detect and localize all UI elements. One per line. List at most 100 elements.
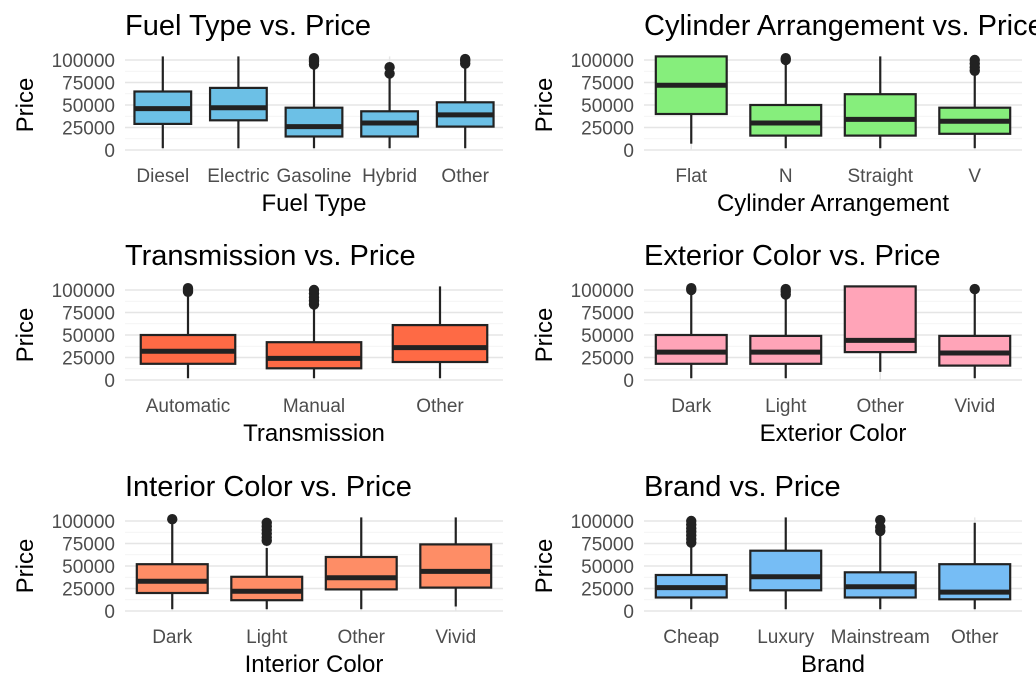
y-tick-label: 25000 xyxy=(62,119,115,140)
y-tick-label: 25000 xyxy=(581,349,634,370)
outlier-point xyxy=(780,283,791,295)
x-tick-label: Hybrid xyxy=(362,166,417,187)
x-tick-label: Vivid xyxy=(954,396,995,417)
box-dark xyxy=(135,514,209,610)
outlier-point xyxy=(167,514,178,525)
chart-title: Interior Color vs. Price xyxy=(125,471,412,503)
iqr-box xyxy=(208,86,268,122)
chart-panel-2: Transmission vs. Price Price 0250005000075… xyxy=(12,240,503,447)
outlier-point xyxy=(780,53,791,64)
chart-panel-5: Brand vs. Price Price 02500050000750001000… xyxy=(531,471,1022,678)
y-tick-label: 25000 xyxy=(581,119,634,140)
y-tick-label: 0 xyxy=(104,141,115,162)
y-tick-label: 25000 xyxy=(62,349,115,370)
x-axis-label: Cylinder Arrangement xyxy=(717,190,949,217)
x-tick-label: Manual xyxy=(283,396,345,417)
outlier-point xyxy=(384,61,395,73)
y-axis-label: Price xyxy=(12,308,39,363)
x-tick-label: Gasoline xyxy=(277,166,352,187)
y-tick-label: 0 xyxy=(104,602,115,623)
box-manual xyxy=(265,284,363,379)
y-tick-label: 100000 xyxy=(52,281,115,302)
box-luxury xyxy=(749,517,823,610)
iqr-box xyxy=(265,341,363,370)
y-tick-label: 100000 xyxy=(571,281,634,302)
box-diesel xyxy=(133,56,193,149)
box-other xyxy=(938,522,1012,610)
x-tick-label: Diesel xyxy=(136,166,189,187)
x-tick-label: Electric xyxy=(207,166,269,187)
y-tick-label: 50000 xyxy=(62,96,115,117)
y-tick-label: 100000 xyxy=(52,51,115,72)
x-tick-label: Other xyxy=(416,396,464,417)
box-other xyxy=(435,53,495,149)
x-tick-label: Dark xyxy=(152,627,193,648)
y-tick-label: 75000 xyxy=(62,304,115,325)
y-axis-label: Price xyxy=(12,78,39,133)
y-axis-label: Price xyxy=(531,78,558,133)
x-tick-label: Vivid xyxy=(435,627,476,648)
box-n xyxy=(749,53,823,149)
chart-panel-1: Cylinder Arrangement vs. Price Price 02500… xyxy=(531,10,1036,217)
x-tick-label: Other xyxy=(951,627,999,648)
x-tick-label: V xyxy=(968,166,981,187)
box-v xyxy=(938,54,1012,149)
y-tick-label: 25000 xyxy=(62,580,115,601)
chart-title: Brand vs. Price xyxy=(644,471,841,503)
y-tick-label: 0 xyxy=(104,371,115,392)
y-tick-label: 75000 xyxy=(62,74,115,95)
iqr-box xyxy=(391,323,489,364)
outlier-point xyxy=(460,53,471,65)
outlier-point xyxy=(969,283,980,295)
chart-panel-3: Exterior Color vs. Price Price 02500050000… xyxy=(531,240,1022,447)
box-cheap xyxy=(654,515,728,610)
chart-panel-4: Interior Color vs. Price Price 02500050000… xyxy=(12,471,503,678)
x-axis-label: Fuel Type xyxy=(262,190,367,217)
y-tick-label: 50000 xyxy=(62,557,115,578)
y-tick-label: 0 xyxy=(623,141,634,162)
box-mainstream xyxy=(843,514,917,610)
chart-title: Exterior Color vs. Price xyxy=(644,240,941,272)
x-tick-label: Dark xyxy=(671,396,712,417)
outlier-point xyxy=(969,54,980,66)
chart-title: Transmission vs. Price xyxy=(125,240,416,272)
y-tick-label: 75000 xyxy=(581,304,634,325)
outlier-point xyxy=(686,283,697,294)
outlier-point xyxy=(875,514,886,526)
y-axis-label: Price xyxy=(531,539,558,594)
x-tick-label: Cheap xyxy=(663,627,719,648)
y-tick-label: 75000 xyxy=(581,74,634,95)
x-tick-label: Light xyxy=(246,627,288,648)
box-vivid xyxy=(419,517,493,607)
y-tick-label: 25000 xyxy=(581,580,634,601)
outlier-point xyxy=(308,284,320,296)
chart-title: Cylinder Arrangement vs. Price xyxy=(644,10,1036,42)
box-other xyxy=(391,286,489,379)
iqr-box xyxy=(135,563,209,595)
x-tick-label: Automatic xyxy=(146,396,230,417)
iqr-box xyxy=(419,543,493,589)
y-tick-label: 75000 xyxy=(581,535,634,556)
x-tick-label: Light xyxy=(765,396,807,417)
iqr-box xyxy=(284,106,344,138)
outlier-point xyxy=(686,515,697,527)
x-tick-label: Other xyxy=(441,166,489,187)
box-hybrid xyxy=(360,61,420,149)
x-tick-label: Other xyxy=(337,627,385,648)
x-tick-label: Flat xyxy=(675,166,707,187)
outlier-point xyxy=(875,522,886,533)
x-axis-label: Interior Color xyxy=(245,651,384,678)
y-tick-label: 100000 xyxy=(52,512,115,533)
x-axis-label: Exterior Color xyxy=(760,420,907,447)
y-tick-label: 0 xyxy=(623,371,634,392)
x-axis-label: Brand xyxy=(801,651,865,678)
y-tick-label: 50000 xyxy=(62,326,115,347)
x-tick-label: Mainstream xyxy=(831,627,930,648)
x-axis-label: Transmission xyxy=(243,420,385,447)
iqr-box xyxy=(654,333,728,365)
box-light xyxy=(230,517,304,610)
y-tick-label: 50000 xyxy=(581,96,634,117)
x-tick-label: Luxury xyxy=(757,627,815,648)
y-tick-label: 75000 xyxy=(62,535,115,556)
